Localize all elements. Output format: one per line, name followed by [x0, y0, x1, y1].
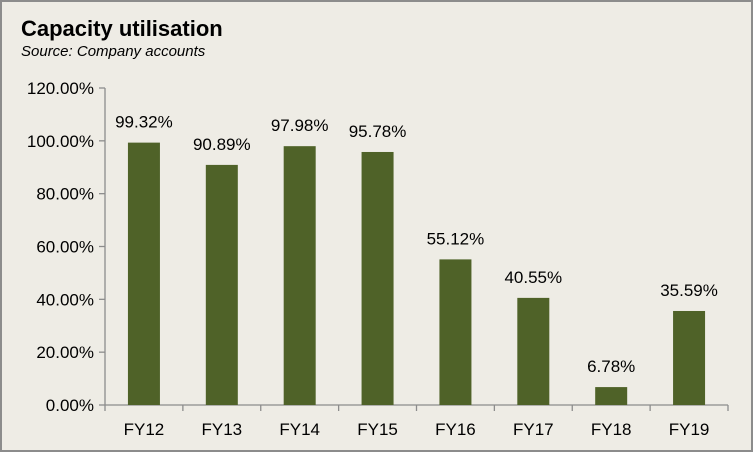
bar-fy13: [205, 164, 238, 405]
y-tick-label: 40.00%: [36, 290, 94, 309]
data-label: 97.98%: [271, 116, 329, 135]
y-tick-label: 20.00%: [36, 343, 94, 362]
data-label: 35.59%: [660, 281, 718, 300]
data-label: 6.78%: [587, 357, 635, 376]
x-tick-label: FY17: [513, 420, 554, 439]
data-label: 55.12%: [427, 229, 485, 248]
y-tick-label: 120.00%: [27, 79, 94, 98]
bar-fy18: [595, 387, 628, 405]
bar-fy17: [517, 297, 550, 405]
data-label: 95.78%: [349, 122, 407, 141]
x-tick-label: FY18: [591, 420, 632, 439]
bar-fy14: [283, 146, 316, 405]
data-label: 40.55%: [504, 268, 562, 287]
x-tick-label: FY16: [435, 420, 476, 439]
data-label: 99.32%: [115, 113, 173, 132]
y-tick-label: 0.00%: [46, 396, 94, 415]
x-tick-label: FY14: [279, 420, 320, 439]
chart-title: Capacity utilisation: [21, 16, 223, 41]
x-tick-label: FY19: [669, 420, 710, 439]
x-tick-label: FY12: [124, 420, 165, 439]
chart-subtitle: Source: Company accounts: [21, 43, 206, 60]
y-tick-label: 80.00%: [36, 185, 94, 204]
bar-fy16: [439, 259, 472, 405]
data-label: 90.89%: [193, 135, 251, 154]
bar-fy15: [361, 151, 394, 405]
x-tick-label: FY15: [357, 420, 398, 439]
y-tick-label: 60.00%: [36, 238, 94, 257]
y-tick-label: 100.00%: [27, 132, 94, 151]
x-tick-label: FY13: [201, 420, 242, 439]
bar-fy19: [673, 310, 706, 405]
bar-fy12: [127, 142, 160, 405]
